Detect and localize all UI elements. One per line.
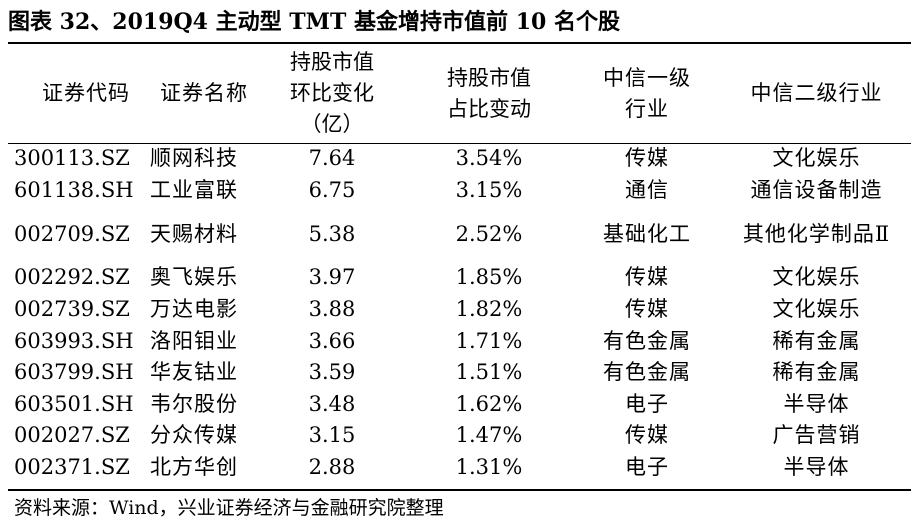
cell-code: 300113.SZ — [14, 146, 130, 171]
cell-mv-change: 3.15 — [308, 423, 356, 448]
bottom-rule — [8, 489, 911, 491]
cell-level1: 通信 — [625, 177, 669, 202]
cell-level1: 传媒 — [625, 146, 669, 171]
header-mv-change: 持股市值 环比变化 （亿） — [258, 44, 406, 143]
table-row: 603993.SH 洛阳钼业 3.66 1.71% 有色金属 稀有金属 — [8, 325, 911, 357]
cell-ratio-change: 1.82% — [455, 297, 523, 322]
cell-mv-change: 3.66 — [308, 328, 356, 353]
header-name: 证券名称 — [160, 81, 248, 105]
cell-name: 分众传媒 — [150, 423, 238, 448]
header-code: 证券代码 — [42, 81, 130, 105]
cell-level1: 有色金属 — [603, 328, 691, 353]
source-note: 资料来源：Wind，兴业证券经济与金融研究院整理 — [14, 497, 444, 519]
header-ratio-change: 持股市值 占比变动 — [406, 44, 572, 143]
table-row: 002292.SZ 奥飞娱乐 3.97 1.85% 传媒 文化娱乐 — [8, 262, 911, 294]
header-rule — [8, 143, 911, 144]
cell-level1: 基础化工 — [603, 221, 691, 246]
cell-level2: 其他化学制品Ⅱ — [742, 221, 891, 246]
cell-level2: 广告营销 — [772, 423, 861, 448]
header-mv-change-line3: （亿） — [300, 112, 364, 136]
cell-level2: 文化娱乐 — [772, 146, 861, 171]
figure-title: 图表 32、2019Q4 主动型 TMT 基金增持市值前 10 名个股 — [8, 9, 620, 35]
header-level1-line1: 中信一级 — [603, 65, 691, 90]
cell-name: 天赐材料 — [150, 221, 238, 246]
cell-level1: 传媒 — [625, 297, 669, 322]
cell-code: 002709.SZ — [14, 221, 130, 246]
cell-mv-change: 3.48 — [308, 391, 356, 416]
cell-name: 洛阳钼业 — [150, 328, 238, 353]
cell-level2: 稀有金属 — [772, 360, 861, 385]
cell-ratio-change: 1.51% — [455, 360, 523, 385]
cell-code: 601138.SH — [14, 177, 134, 202]
cell-level1: 有色金属 — [603, 360, 691, 385]
cell-level2: 半导体 — [783, 455, 850, 480]
table-row: 601138.SH 工业富联 6.75 3.15% 通信 通信设备制造 — [8, 175, 911, 207]
header-ratio-change-line2: 占比变动 — [447, 96, 531, 121]
cell-code: 002371.SZ — [14, 455, 130, 480]
cell-code: 002739.SZ — [14, 297, 130, 322]
cell-ratio-change: 3.15% — [455, 177, 523, 202]
header-mv-change-line1: 持股市值 — [290, 50, 374, 74]
cell-name: 万达电影 — [150, 297, 238, 322]
table-header-row: 证券代码 证券名称 持股市值 环比变化 （亿） 持股市值 占比变动 中信一级 行… — [8, 44, 911, 143]
cell-level2: 文化娱乐 — [772, 297, 861, 322]
cell-mv-change: 2.88 — [308, 455, 356, 480]
cell-level2: 稀有金属 — [772, 328, 861, 353]
table-row: 002739.SZ 万达电影 3.88 1.82% 传媒 文化娱乐 — [8, 294, 911, 326]
cell-ratio-change: 2.52% — [455, 221, 523, 246]
cell-mv-change: 7.64 — [308, 146, 356, 171]
cell-ratio-change: 1.31% — [455, 455, 523, 480]
cell-code: 603993.SH — [14, 328, 134, 353]
header-level1-industry: 中信一级 行业 — [572, 44, 722, 143]
cell-name: 奥飞娱乐 — [150, 265, 238, 290]
table-row: 300113.SZ 顺网科技 7.64 3.54% 传媒 文化娱乐 — [8, 143, 911, 175]
cell-code: 603799.SH — [14, 360, 134, 385]
cell-mv-change: 5.38 — [308, 221, 356, 246]
cell-name: 工业富联 — [150, 177, 238, 202]
cell-ratio-change: 1.62% — [455, 391, 523, 416]
table-row: 603501.SH 韦尔股份 3.48 1.62% 电子 半导体 — [8, 389, 911, 421]
table-row: 002027.SZ 分众传媒 3.15 1.47% 传媒 广告营销 — [8, 420, 911, 452]
cell-level1: 传媒 — [625, 423, 669, 448]
cell-name: 华友钴业 — [150, 360, 238, 385]
header-level2-industry: 中信二级行业 — [750, 81, 883, 105]
cell-ratio-change: 1.47% — [455, 423, 523, 448]
cell-level2: 文化娱乐 — [772, 265, 861, 290]
top-rule — [8, 42, 911, 44]
cell-mv-change: 3.88 — [308, 297, 356, 322]
header-level1-line2: 行业 — [625, 96, 669, 121]
header-ratio-change-line1: 持股市值 — [447, 65, 531, 90]
cell-level2: 通信设备制造 — [750, 177, 883, 202]
table-row: 603799.SH 华友钴业 3.59 1.51% 有色金属 稀有金属 — [8, 357, 911, 389]
cell-code: 603501.SH — [14, 391, 134, 416]
cell-level1: 传媒 — [625, 265, 669, 290]
cell-code: 002292.SZ — [14, 265, 130, 290]
cell-level1: 电子 — [625, 391, 669, 416]
cell-name: 韦尔股份 — [150, 391, 238, 416]
header-mv-change-line2: 环比变化 — [290, 81, 374, 105]
cell-name: 顺网科技 — [150, 146, 238, 171]
table-row: 002709.SZ 天赐材料 5.38 2.52% 基础化工 其他化学制品Ⅱ — [8, 206, 911, 262]
cell-ratio-change: 1.71% — [455, 328, 523, 353]
cell-code: 002027.SZ — [14, 423, 130, 448]
cell-level2: 半导体 — [783, 391, 850, 416]
cell-ratio-change: 3.54% — [455, 146, 523, 171]
cell-name: 北方华创 — [150, 455, 238, 480]
cell-level1: 电子 — [625, 455, 669, 480]
holdings-table: 证券代码 证券名称 持股市值 环比变化 （亿） 持股市值 占比变动 中信一级 行… — [8, 44, 911, 483]
cell-mv-change: 3.59 — [308, 360, 356, 385]
cell-mv-change: 6.75 — [308, 177, 356, 202]
table-row: 002371.SZ 北方华创 2.88 1.31% 电子 半导体 — [8, 452, 911, 484]
cell-mv-change: 3.97 — [308, 265, 356, 290]
cell-ratio-change: 1.85% — [455, 265, 523, 290]
